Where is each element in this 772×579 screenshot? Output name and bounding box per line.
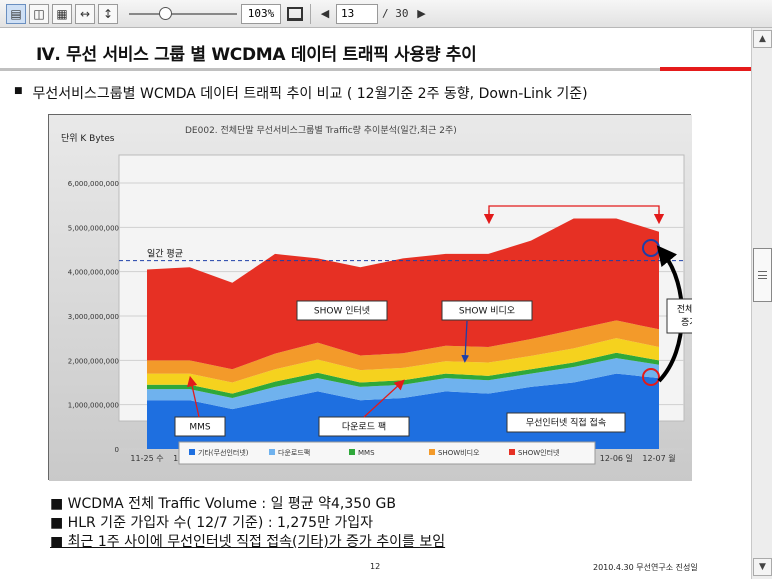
fit-width-icon[interactable]: ↔	[75, 3, 95, 24]
mms-arrow	[187, 375, 200, 418]
stats-block: ■ WCDMA 전체 Traffic Volume : 일 평균 약4,350 …	[50, 495, 445, 552]
y-tick-label: 2,000,000,000	[68, 357, 119, 365]
legend-item: MMS	[358, 449, 375, 457]
thumbnail-grid-icon[interactable]: ▦	[52, 3, 72, 24]
legend-item: 다운로드팩	[278, 448, 310, 457]
series-area	[147, 352, 659, 399]
increase-factor-box	[666, 298, 692, 334]
page-number-input[interactable]: 13	[336, 3, 378, 24]
legend-swatch	[269, 449, 275, 455]
legend-item: SHOW비디오	[438, 448, 480, 457]
stat-subscribers: ■ HLR 기준 가입자 수( 12/7 기준) : 1,275만 가입자	[50, 515, 374, 531]
series-area	[147, 338, 659, 394]
single-page-view-icon[interactable]: ▤	[6, 3, 26, 24]
series-area	[147, 218, 659, 370]
show-video-label: SHOW 비디오	[459, 306, 515, 317]
legend-swatch	[189, 449, 195, 455]
x-tick-label: 12-06 일	[600, 454, 633, 463]
chart-title: DE002. 전체단말 무선서비스그룹별 Traffic량 추이분석(일간,최근…	[185, 124, 457, 136]
scroll-up-icon[interactable]: ▲	[753, 30, 772, 48]
two-page-view-icon[interactable]: ◫	[29, 3, 49, 24]
bullet-item: ■ 무선서비스그룹별 WCMDA 데이터 트래픽 추이 비교 ( 12월기준 2…	[14, 83, 588, 103]
y-tick-label: 0	[115, 446, 119, 454]
fit-height-icon[interactable]: ↕	[98, 3, 118, 24]
zoom-slider-knob[interactable]	[159, 6, 172, 20]
legend-item: 기타(무선인터넷)	[198, 448, 249, 457]
show-video-box	[441, 300, 533, 321]
chart-frame: DE002. 전체단말 무선서비스그룹별 Traffic량 추이분석(일간,최근…	[48, 114, 692, 481]
mms-label: MMS	[189, 423, 211, 433]
vertical-scrollbar[interactable]: ▲ ▼	[751, 28, 772, 579]
slide-footer: 2010.4.30 무선연구소 진성일	[593, 563, 698, 572]
x-tick-label: 12-07 월	[642, 453, 675, 463]
zoom-level-field[interactable]: 103%	[241, 3, 281, 24]
increase-factor-label-1: 전체 트래픽	[677, 304, 692, 315]
chart-unit-label: 단위 K Bytes	[61, 133, 115, 144]
slide-page-number: 12	[370, 562, 381, 571]
title-underline	[0, 68, 660, 71]
increase-factor-label-2: 증가 요인	[681, 317, 692, 328]
download-pack-label: 다운로드 팩	[342, 422, 386, 433]
legend-swatch	[509, 449, 515, 455]
stat-direct-access-trend: ■ 최근 1주 사이에 무선인터넷 직접 접속(기타)가 증가 추이를 보임	[50, 534, 446, 550]
y-tick-label: 6,000,000,000	[68, 180, 119, 188]
y-tick-label: 1,000,000,000	[68, 402, 119, 410]
slide-title: Ⅳ. 무선 서비스 그룹 별 WCDMA 데이터 트래픽 사용량 추이	[36, 45, 477, 65]
show-internet-box	[296, 300, 388, 321]
y-tick-label: 4,000,000,000	[68, 269, 119, 277]
page-total-label: / 30	[382, 7, 409, 20]
show-internet-label: SHOW 인터넷	[314, 306, 370, 317]
y-tick-label: 5,000,000,000	[68, 224, 119, 232]
series-area	[147, 358, 659, 410]
download-arrow	[363, 379, 405, 418]
zoom-slider[interactable]	[129, 4, 237, 24]
direct-access-box	[506, 412, 626, 433]
slide-page: Ⅳ. 무선 서비스 그룹 별 WCDMA 데이터 트래픽 사용량 추이 ■ 무선…	[0, 28, 751, 579]
average-label: 일간 평균	[147, 249, 183, 260]
toolbar-divider	[310, 3, 311, 24]
next-page-icon[interactable]: ▶	[417, 7, 426, 20]
title-accent-bar	[660, 67, 751, 71]
scroll-down-icon[interactable]: ▼	[753, 558, 772, 576]
legend-box	[178, 441, 596, 465]
series-area	[147, 320, 659, 383]
viewer-toolbar: ▤ ◫ ▦ ↔ ↕ 103% ◀ 13 / 30 ▶	[0, 0, 772, 28]
previous-page-icon[interactable]: ◀	[320, 7, 330, 20]
fullscreen-icon[interactable]	[287, 6, 303, 21]
legend-swatch	[349, 449, 355, 455]
legend-item: SHOW인터넷	[518, 448, 560, 457]
mms-box	[174, 416, 226, 437]
legend-swatch	[429, 449, 435, 455]
bullet-square-icon: ■	[14, 86, 23, 96]
y-tick-label: 3,000,000,000	[68, 313, 119, 321]
traffic-area-chart: DE002. 전체단말 무선서비스그룹별 Traffic량 추이분석(일간,최근…	[49, 115, 692, 481]
stat-total-volume: ■ WCDMA 전체 Traffic Volume : 일 평균 약4,350 …	[50, 496, 396, 512]
highlight-circle-bottom	[642, 368, 660, 386]
scrollbar-thumb[interactable]	[753, 248, 772, 302]
bullet-text: 무선서비스그룹별 WCMDA 데이터 트래픽 추이 비교 ( 12월기준 2주 …	[32, 86, 588, 102]
direct-access-label: 무선인터넷 직접 접속	[526, 417, 606, 429]
show-video-arrow	[461, 320, 470, 363]
x-tick-label: 11-25 수	[130, 454, 163, 463]
